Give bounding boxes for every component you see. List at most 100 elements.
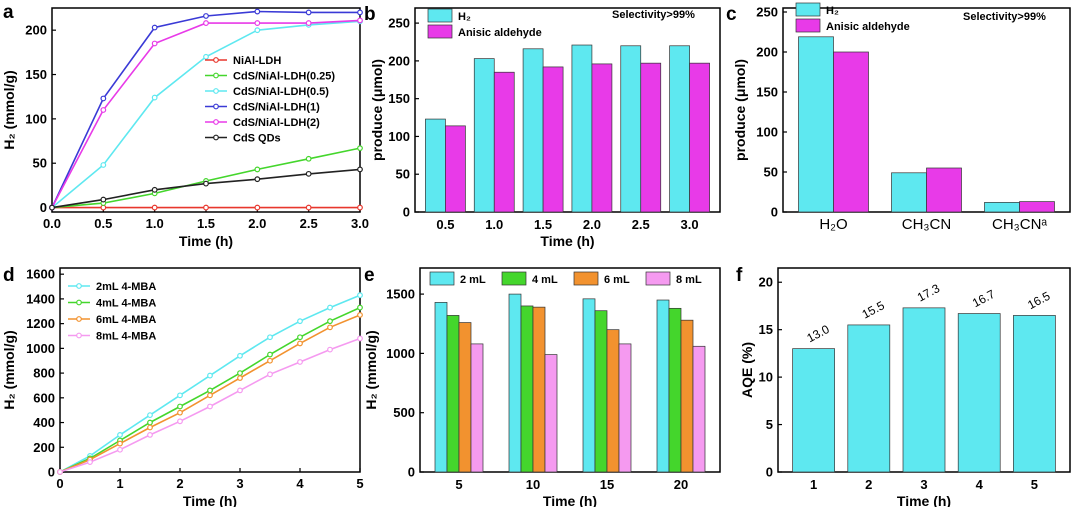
data-point	[117, 432, 123, 438]
data-point	[305, 204, 312, 211]
series-line-1	[51, 147, 361, 209]
panel-label-f: f	[736, 265, 743, 286]
x-axis-label: Time (h)	[540, 233, 594, 249]
y-tick-label: 200	[33, 440, 55, 455]
y-tick-label: 600	[33, 390, 55, 405]
y-tick-label: 1400	[26, 291, 55, 306]
bar	[508, 293, 522, 473]
data-point	[177, 403, 183, 410]
legend-marker	[213, 134, 219, 141]
panel-label-a: a	[3, 2, 14, 23]
x-tick-label: 15	[600, 477, 614, 492]
x-tick-label: 1.0	[146, 216, 164, 231]
legend-label: CdS/NiAl-LDH(0.5)	[233, 86, 329, 98]
data-point	[203, 13, 209, 19]
chart-title: Selectivity>99%	[963, 11, 1046, 23]
legend-swatch	[795, 18, 821, 33]
data-point	[267, 357, 273, 364]
y-axis-label: H₂ (mmol/g)	[1, 70, 17, 149]
x-tick-label: 5	[455, 477, 462, 492]
y-tick-label: 200	[756, 45, 778, 60]
data-point	[267, 351, 273, 358]
bar	[618, 343, 632, 473]
data-point	[87, 459, 93, 466]
bar	[520, 305, 534, 473]
data-point	[254, 8, 261, 15]
legend-swatch	[573, 271, 599, 286]
data-point	[327, 304, 333, 311]
y-tick-label: 50	[33, 156, 47, 171]
data-point	[117, 440, 123, 447]
data-point	[357, 312, 363, 318]
data-point	[254, 166, 261, 173]
data-point	[151, 40, 158, 47]
data-point	[100, 95, 107, 102]
bar	[445, 125, 466, 213]
bar	[656, 299, 670, 473]
x-tick-label: 0	[56, 476, 63, 491]
y-tick-label: 20	[759, 275, 773, 290]
y-tick-label: 250	[756, 5, 778, 20]
legend-label: Anisic aldehyde	[826, 21, 910, 33]
bar	[458, 322, 472, 473]
bar	[1013, 315, 1056, 473]
x-tick-label: 2.5	[300, 216, 318, 231]
data-point	[147, 412, 153, 419]
legend-swatch	[427, 24, 453, 39]
plot-frame-b	[414, 7, 721, 213]
data-point	[237, 387, 243, 394]
data-point	[100, 162, 107, 168]
data-point	[147, 419, 153, 426]
y-tick-label: 0	[771, 205, 778, 220]
data-point	[151, 94, 158, 101]
data-point	[327, 346, 333, 353]
bar	[957, 313, 1001, 473]
legend-label: H₂	[826, 5, 839, 17]
data-point	[357, 17, 363, 24]
data-point	[305, 170, 312, 177]
data-point	[177, 392, 183, 399]
series-line-5	[51, 168, 361, 209]
bar	[669, 45, 690, 213]
x-tick-label: 4	[296, 476, 304, 491]
x-tick-label: 2	[176, 476, 183, 491]
data-point	[151, 204, 158, 211]
data-point	[57, 469, 63, 475]
bar	[446, 315, 460, 473]
legend-label: CdS QDs	[233, 133, 281, 145]
legend-label: 6 mL	[604, 274, 630, 286]
x-tick-label: 5	[356, 476, 363, 491]
legend-marker	[76, 316, 82, 322]
bar	[473, 58, 495, 213]
y-tick-label: 0	[766, 465, 773, 480]
y-tick-label: 0	[408, 465, 415, 480]
y-tick-label: 1500	[386, 287, 415, 302]
legend-label: 2mL 4-MBA	[96, 281, 156, 293]
y-tick-label: 150	[25, 67, 47, 82]
x-tick-label: 3.0	[681, 217, 699, 232]
bar	[640, 62, 662, 213]
y-tick-label: 150	[756, 85, 778, 100]
x-tick-label: 2.5	[632, 217, 650, 232]
data-point	[100, 196, 107, 203]
bar	[591, 63, 613, 213]
legend-swatch	[795, 2, 821, 17]
y-tick-label: 50	[396, 167, 410, 182]
y-axis-label: produce (μmol)	[369, 59, 385, 161]
data-point	[357, 166, 363, 173]
x-tick-label: 0.5	[94, 216, 112, 231]
bar	[668, 307, 682, 473]
data-point	[203, 204, 209, 211]
y-tick-label: 100	[388, 129, 410, 144]
data-point	[100, 107, 107, 113]
data-point	[297, 359, 303, 365]
data-point	[237, 375, 243, 381]
y-tick-label: 0	[403, 205, 410, 220]
x-tick-label: 1	[116, 476, 123, 491]
data-point	[267, 371, 273, 378]
legend-label: Anisic aldehyde	[458, 27, 542, 39]
bar	[571, 44, 593, 213]
x-tick-label: 10	[526, 477, 540, 492]
y-tick-label: 5	[766, 417, 773, 432]
legend-label: 8 mL	[676, 274, 702, 286]
